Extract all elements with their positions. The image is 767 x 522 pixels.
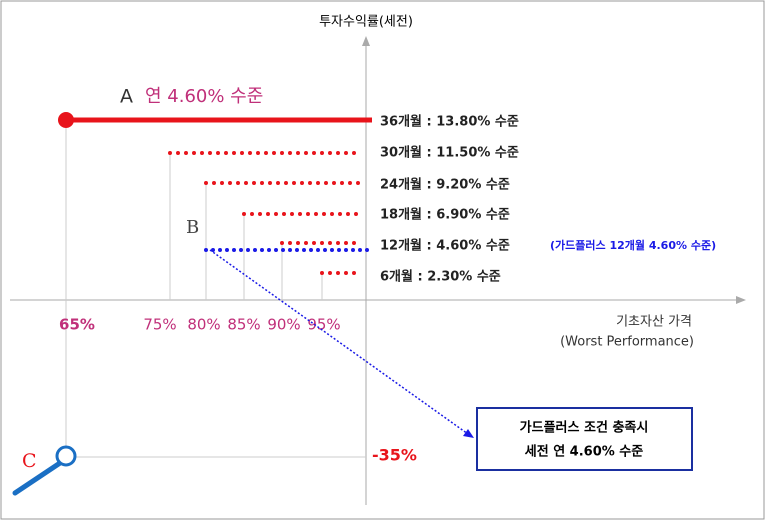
a-label: 연 4.60% 수준 — [145, 86, 263, 107]
y-arrow — [362, 36, 370, 46]
barrier: 85% — [227, 316, 260, 334]
level: 30개월 : 11.50% 수준 — [380, 145, 519, 161]
a-letter: A — [120, 86, 133, 108]
box-text: 세전 연 4.60% 수준 — [525, 444, 644, 460]
b-letter: B — [186, 217, 199, 238]
guard-note: (가드플러스 12개월 4.60% 수준) — [550, 238, 716, 252]
c-dot — [55, 445, 77, 467]
level: 18개월 : 6.90% 수준 — [380, 207, 510, 223]
x-arrow — [736, 296, 746, 304]
level: 12개월 : 4.60% 수준 — [380, 238, 510, 254]
level: 6개월 : 2.30% 수준 — [380, 269, 501, 285]
barrier: 75% — [143, 316, 176, 334]
callout-arrow — [209, 249, 469, 435]
barrier: 65% — [59, 316, 95, 334]
c-line — [12, 460, 63, 496]
barrier: 95% — [307, 316, 340, 334]
barrier: 90% — [267, 316, 300, 334]
box-text: 가드플러스 조건 충족시 — [520, 420, 649, 436]
a-dot — [58, 112, 74, 128]
x-axis-title: (Worst Performance) — [560, 335, 694, 350]
barrier: 80% — [187, 316, 220, 334]
level: 24개월 : 9.20% 수준 — [380, 177, 510, 193]
callout-box — [476, 407, 693, 471]
arrow-head — [463, 429, 474, 438]
c-label: -35% — [372, 446, 417, 465]
level: 36개월 : 13.80% 수준 — [380, 114, 519, 130]
c-letter: C — [22, 450, 37, 472]
guides — [65, 120, 366, 458]
axis-title: 투자수익률(세전) — [319, 15, 413, 30]
dotted-levels — [168, 151, 364, 275]
x-axis-title: 기초자산 가격 — [616, 315, 692, 330]
